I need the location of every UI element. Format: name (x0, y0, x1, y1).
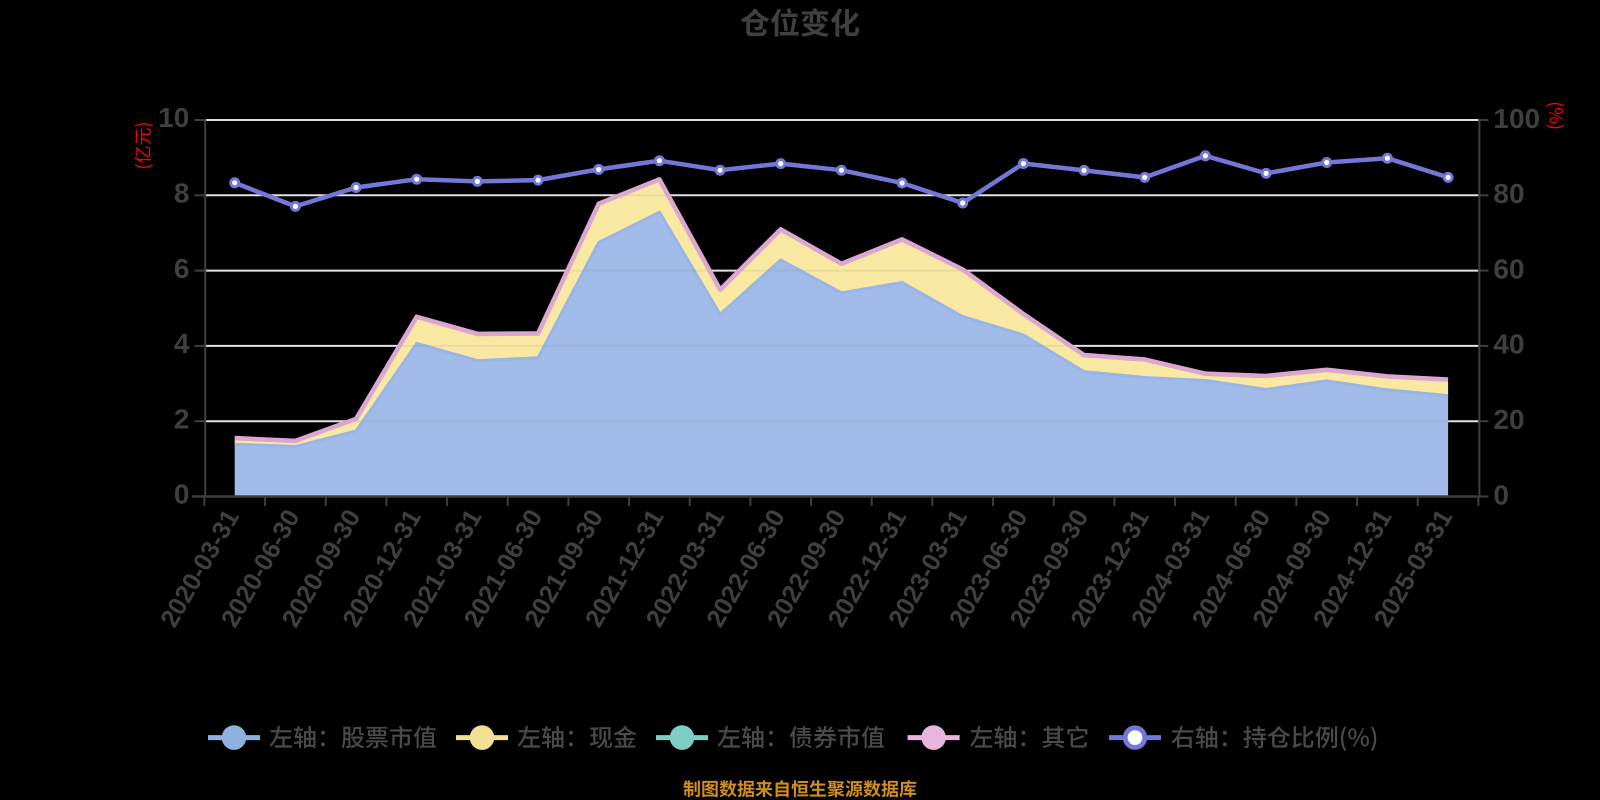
svg-text:100: 100 (1493, 103, 1540, 134)
svg-text:10: 10 (158, 102, 189, 133)
svg-text:0: 0 (1493, 479, 1509, 510)
svg-text:60: 60 (1493, 253, 1524, 284)
svg-text:40: 40 (1493, 329, 1524, 360)
svg-text:6: 6 (174, 253, 190, 284)
svg-text:0: 0 (174, 479, 190, 510)
svg-text:2: 2 (174, 403, 190, 434)
svg-text:80: 80 (1493, 178, 1524, 209)
svg-text:8: 8 (174, 178, 190, 209)
svg-text:20: 20 (1493, 404, 1524, 435)
svg-text:4: 4 (174, 328, 190, 359)
